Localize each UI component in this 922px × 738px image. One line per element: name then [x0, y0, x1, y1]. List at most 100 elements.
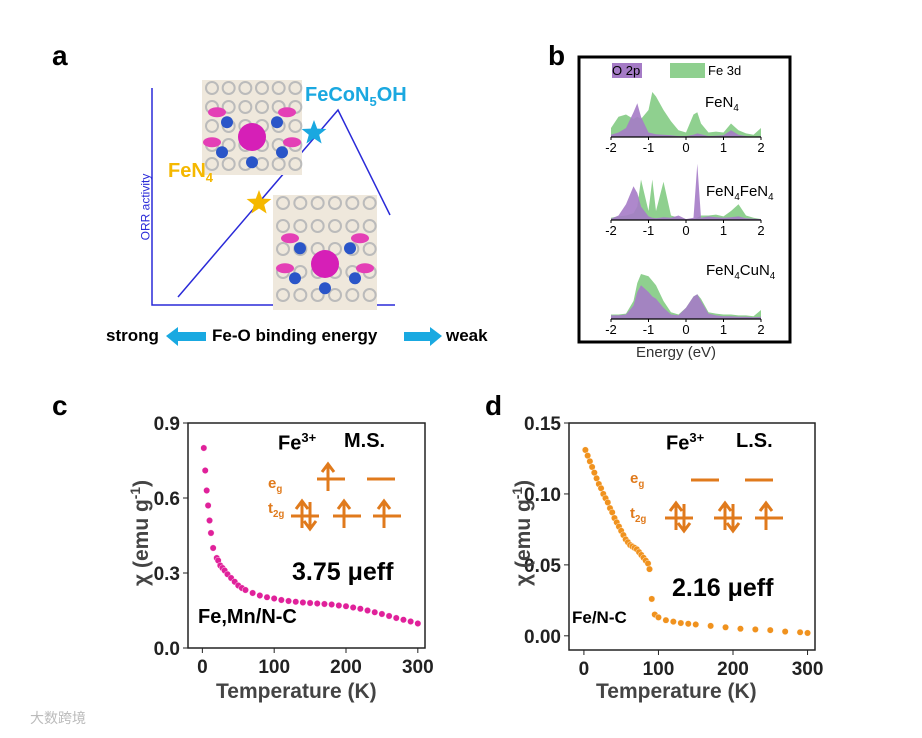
- dos-area-o2p-2: [611, 285, 761, 319]
- c-t2g2-up-arrow: [336, 498, 352, 528]
- weak-arrow: [404, 327, 442, 346]
- d-data-point: [646, 565, 653, 573]
- c-sample: Fe,Mn/N-C: [198, 606, 297, 628]
- spin-lobe: [276, 263, 294, 274]
- atom-ring: [288, 81, 303, 95]
- c-t2g1-down-arrow: [302, 502, 318, 532]
- n-atom: [349, 272, 361, 285]
- c-data-point: [270, 595, 278, 602]
- d-xlabel: Temperature (K): [596, 680, 757, 703]
- dos-tick-label: 1: [720, 140, 727, 155]
- c-data-point: [400, 616, 407, 624]
- atom-ring: [345, 219, 360, 233]
- d-data-point: [796, 628, 804, 636]
- fen4-star: [246, 190, 272, 214]
- c-data-point: [207, 529, 215, 537]
- c-data-point: [263, 593, 271, 601]
- dos-tick-label: -2: [605, 322, 617, 337]
- d-xtick-label: 200: [717, 659, 749, 680]
- spin-density: [238, 123, 266, 151]
- c-spin-state: M.S.: [344, 430, 386, 452]
- dos-tick-label: -1: [643, 223, 655, 238]
- c-t2g-label: t2g: [268, 500, 285, 520]
- dos-tick-label: 2: [757, 322, 764, 337]
- c-data-point: [204, 502, 212, 509]
- c-data-point: [306, 599, 314, 607]
- d-data-point: [692, 621, 700, 628]
- dos-area-o2p-1: [611, 163, 761, 220]
- orr-activity-label: ORR activity: [138, 173, 153, 241]
- c-data-point: [407, 618, 415, 625]
- dos-tick-label: 1: [720, 223, 727, 238]
- atom-ring: [255, 81, 269, 95]
- atom-ring: [276, 242, 290, 256]
- n-atom: [216, 146, 228, 159]
- spin-lobe: [283, 137, 301, 148]
- n-atom: [271, 116, 283, 129]
- c-data-point: [203, 487, 211, 494]
- d-data-point: [781, 628, 789, 635]
- atom-ring: [221, 100, 236, 114]
- d-data-point: [677, 619, 685, 627]
- spin-lobe: [356, 263, 374, 274]
- legend-swatch-o2p: [612, 63, 642, 78]
- watermark: 大数跨境: [30, 710, 86, 726]
- binding-energy-label: Fe-O binding energy: [212, 326, 378, 345]
- d-data-point: [804, 629, 811, 637]
- strong-label: strong: [106, 326, 159, 345]
- atom-ring: [271, 157, 286, 171]
- d-t2g2-up-arrow: [717, 500, 733, 530]
- c-data-point: [277, 596, 285, 604]
- c-t2g3-up-arrow: [376, 498, 392, 528]
- d-xtick-label: 100: [643, 659, 675, 680]
- dos-tick-label: 0: [682, 223, 689, 238]
- atom-ring: [293, 219, 308, 233]
- d-ylabel: χ (emu g-1): [509, 480, 535, 586]
- d-spin-state: L.S.: [736, 430, 773, 452]
- c-t2g1-up-arrow: [294, 498, 310, 528]
- fen4-label: FeN4: [168, 160, 214, 185]
- atom-ring: [205, 119, 219, 133]
- c-xtick-label: 200: [330, 657, 362, 678]
- d-t2g-label: t2g: [630, 505, 647, 525]
- d-t2g1-down-arrow: [676, 504, 692, 534]
- d-data-point: [737, 625, 744, 633]
- c-data-point: [209, 544, 217, 552]
- c-data-point: [342, 602, 350, 610]
- dos-tick-label: -1: [643, 322, 655, 337]
- atom-ring: [362, 242, 377, 256]
- atom-ring: [310, 219, 325, 233]
- n-atom: [246, 156, 258, 169]
- d-data-point: [751, 626, 759, 633]
- atom-ring: [238, 100, 253, 114]
- d-t2g2-down-arrow: [725, 504, 741, 534]
- c-data-point: [200, 444, 208, 452]
- atom-ring: [205, 157, 219, 171]
- d-ytick-label: 0.00: [524, 627, 561, 648]
- panel-label-c: c: [52, 390, 68, 421]
- d-data-point: [655, 613, 662, 621]
- fecon5oh-structure: [202, 80, 303, 175]
- d-data-point: [597, 484, 605, 492]
- c-data-point: [328, 601, 336, 608]
- d-t2g3-up-arrow: [758, 500, 774, 530]
- dos-tick-label: 1: [720, 322, 727, 337]
- d-t2g1-up-arrow: [668, 500, 684, 530]
- c-moment: 3.75 μeff: [292, 558, 394, 586]
- c-data-point: [256, 592, 264, 599]
- strong-arrow: [166, 327, 206, 346]
- atom-ring: [238, 81, 253, 95]
- fen4-structure: [273, 195, 377, 310]
- d-data-point: [584, 452, 592, 460]
- dos-tick-label: 2: [757, 223, 764, 238]
- c-data-point: [249, 589, 257, 597]
- atom-ring: [288, 119, 303, 133]
- panel-label-d: d: [485, 390, 503, 421]
- legend-o2p: O 2p: [612, 63, 641, 78]
- c-eg1-up-arrow: [320, 461, 336, 491]
- fecon5oh-label: FeCoN5OH: [305, 84, 407, 109]
- d-frame: [568, 422, 816, 651]
- dos-tick-label: 2: [757, 140, 764, 155]
- atom-ring: [205, 81, 219, 95]
